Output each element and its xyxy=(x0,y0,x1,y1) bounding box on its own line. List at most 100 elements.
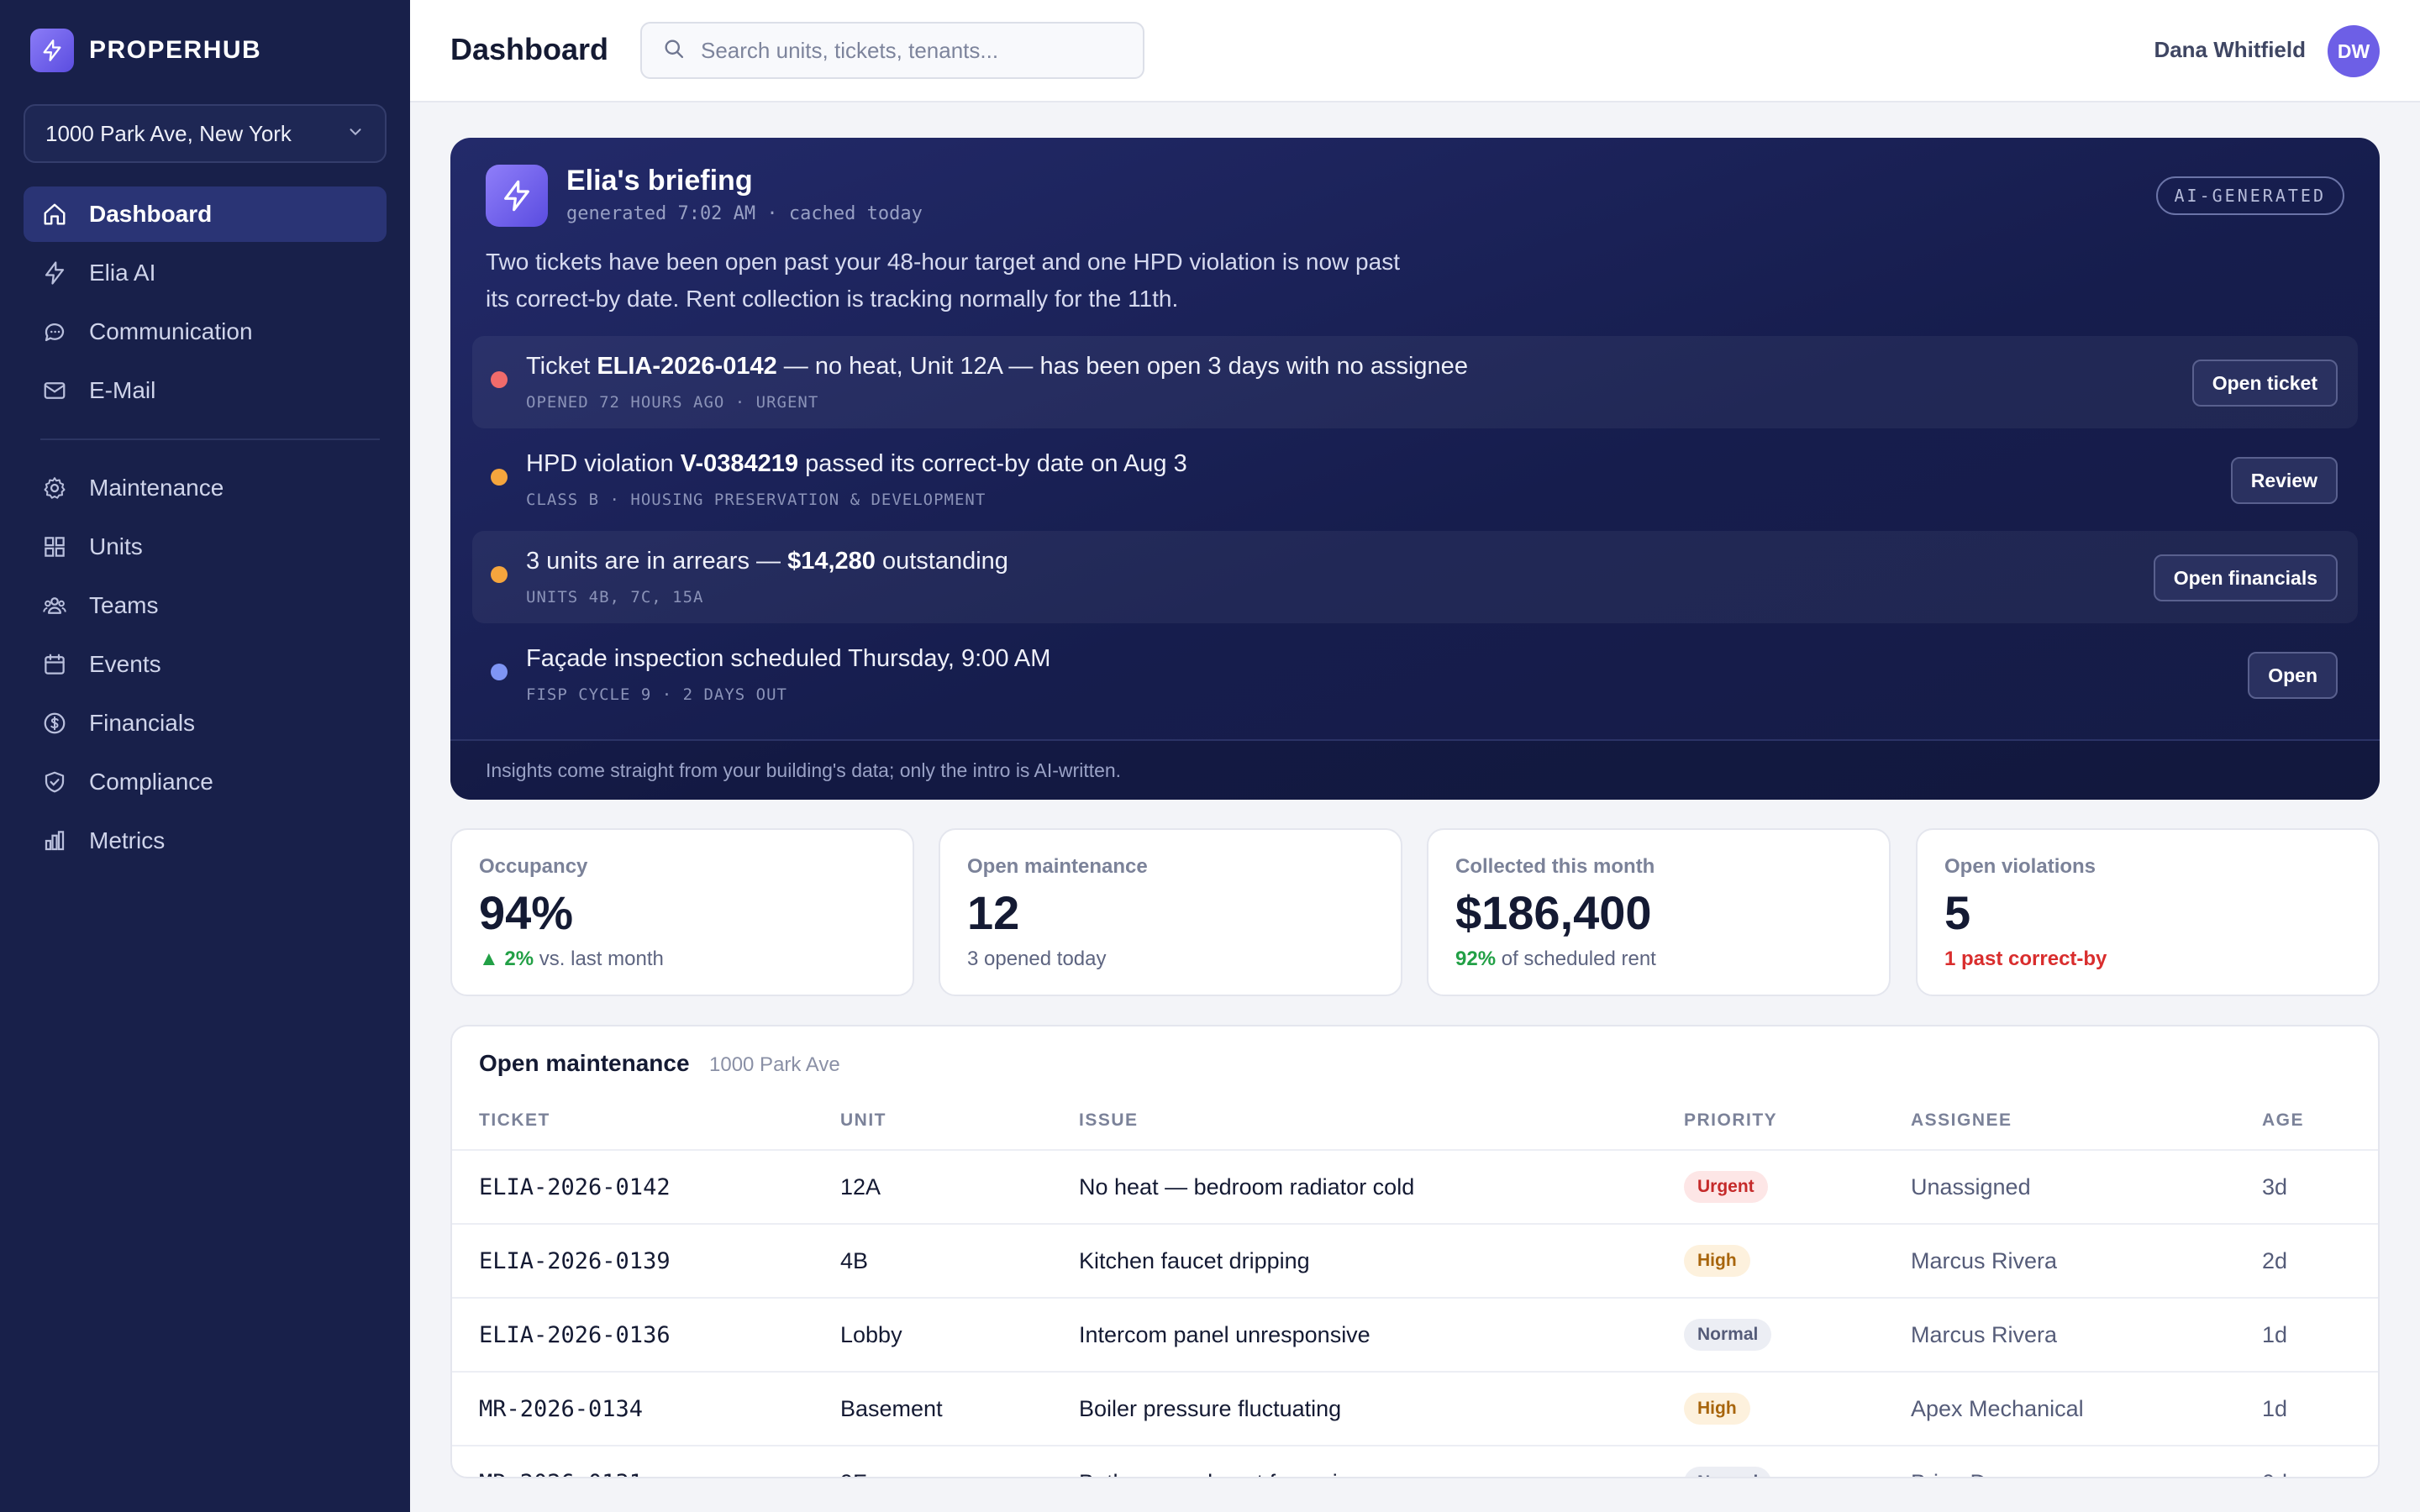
ticket-id[interactable]: MR-2026-0131 xyxy=(479,1470,643,1477)
stat-value: 5 xyxy=(1944,886,1971,939)
nav-label: Units xyxy=(89,533,143,559)
table-row[interactable]: MR-2026-0131 9F Bathroom exhaust fan noi… xyxy=(452,1445,2378,1477)
nav-item-communication[interactable]: Communication xyxy=(24,304,387,360)
nav-item-financials[interactable]: Financials xyxy=(24,696,387,751)
assignee-cell: Unassigned xyxy=(1911,1174,2031,1200)
home-icon xyxy=(40,200,69,228)
table-row[interactable]: ELIA-2026-0142 12A No heat — bedroom rad… xyxy=(452,1149,2378,1223)
insight-item: Façade inspection scheduled Thursday, 9:… xyxy=(472,628,2358,721)
column-header-issue[interactable]: ISSUE xyxy=(1079,1110,1139,1130)
team-icon xyxy=(40,591,69,620)
assignee-cell: Marcus Rivera xyxy=(1911,1248,2058,1273)
ticket-id[interactable]: ELIA-2026-0142 xyxy=(479,1174,671,1200)
insight-meta: OPENED 72 HOURS AGO · URGENT xyxy=(526,393,819,412)
table-row[interactable]: ELIA-2026-0136 Lobby Intercom panel unre… xyxy=(452,1297,2378,1371)
issue-cell: Boiler pressure fluctuating xyxy=(1079,1396,1342,1421)
nav-item-compliance[interactable]: Compliance xyxy=(24,754,387,810)
priority-badge: High xyxy=(1684,1245,1750,1277)
property-select[interactable]: 1000 Park Ave, New York xyxy=(24,104,387,163)
column-header-priority[interactable]: PRIORITY xyxy=(1684,1110,1778,1130)
stat-note: 92% of scheduled rent xyxy=(1455,948,1656,970)
table-row[interactable]: MR-2026-0134 Basement Boiler pressure fl… xyxy=(452,1371,2378,1445)
unit-cell: Lobby xyxy=(840,1322,902,1347)
age-cell: 1d xyxy=(2262,1396,2288,1421)
briefing-title: Elia's briefing xyxy=(566,165,753,197)
assignee-cell: Brian Dorsey xyxy=(1911,1470,2042,1477)
priority-badge: Urgent xyxy=(1684,1171,1768,1203)
user-name[interactable]: Dana Whitfield xyxy=(2154,37,2306,62)
bolt-icon xyxy=(40,259,69,287)
insight-text: Façade inspection scheduled Thursday, 9:… xyxy=(526,645,1051,672)
shield-icon xyxy=(40,768,69,796)
insight-item: 3 units are in arrears — $14,280 outstan… xyxy=(472,531,2358,623)
stat-value: 94% xyxy=(479,886,574,939)
unit-cell: 12A xyxy=(840,1174,881,1200)
bolt-icon xyxy=(486,165,548,227)
maintenance-table-card: Open maintenance 1000 Park Ave TICKET UN… xyxy=(450,1025,2380,1478)
age-cell: 0d xyxy=(2262,1470,2287,1477)
ticket-id[interactable]: ELIA-2026-0139 xyxy=(479,1248,671,1274)
avatar[interactable]: DW xyxy=(2328,25,2380,77)
ticket-id[interactable]: ELIA-2026-0136 xyxy=(479,1322,671,1348)
nav-item-metrics[interactable]: Metrics xyxy=(24,813,387,869)
gear-icon xyxy=(40,474,69,502)
nav-item-dashboard[interactable]: Dashboard xyxy=(24,186,387,242)
nav-item-email[interactable]: E-Mail xyxy=(24,363,387,418)
status-dot xyxy=(491,469,508,486)
issue-cell: Bathroom exhaust fan noisy xyxy=(1079,1470,1360,1477)
table-title: Open maintenance xyxy=(479,1050,690,1076)
open-button[interactable]: Open xyxy=(2248,652,2338,699)
nav-item-events[interactable]: Events xyxy=(24,637,387,692)
nav-label: E-Mail xyxy=(89,377,156,403)
age-cell: 3d xyxy=(2262,1174,2288,1200)
age-cell: 1d xyxy=(2262,1322,2288,1347)
page-title: Dashboard xyxy=(450,32,609,66)
nav-label: Metrics xyxy=(89,827,166,853)
insight-item: HPD violation V-0384219 passed its corre… xyxy=(472,433,2358,526)
open-ticket-button[interactable]: Open ticket xyxy=(2191,360,2338,407)
chevron-down-icon xyxy=(346,121,365,147)
brand[interactable]: PROPERHUB xyxy=(30,29,261,72)
nav-item-units[interactable]: Units xyxy=(24,519,387,575)
bar-chart-icon xyxy=(40,827,69,855)
age-cell: 2d xyxy=(2262,1248,2288,1273)
issue-cell: Kitchen faucet dripping xyxy=(1079,1248,1310,1273)
column-header-unit[interactable]: UNIT xyxy=(840,1110,886,1130)
column-header-assignee[interactable]: ASSIGNEE xyxy=(1911,1110,2012,1130)
open-financials-button[interactable]: Open financials xyxy=(2153,554,2338,601)
nav-item-elia-ai[interactable]: Elia AI xyxy=(24,245,387,301)
issue-cell: No heat — bedroom radiator cold xyxy=(1079,1174,1415,1200)
stat-label: Collected this month xyxy=(1455,855,1655,878)
chat-icon xyxy=(40,318,69,346)
nav-label: Communication xyxy=(89,318,253,344)
nav-label: Compliance xyxy=(89,769,213,795)
column-header-ticket[interactable]: TICKET xyxy=(479,1110,550,1130)
search-input[interactable] xyxy=(701,37,1138,64)
stat-card-violations: Open violations 5 1 past correct-by xyxy=(1916,828,2380,996)
review-button[interactable]: Review xyxy=(2230,457,2338,504)
insight-text: 3 units are in arrears — $14,280 outstan… xyxy=(526,548,1008,575)
ticket-id[interactable]: MR-2026-0134 xyxy=(479,1396,644,1422)
nav-label: Maintenance xyxy=(89,475,224,501)
insight-meta: UNITS 4B, 7C, 15A xyxy=(526,588,704,606)
stat-note: 3 opened today xyxy=(967,948,1107,970)
nav-label: Teams xyxy=(89,592,159,618)
grid-icon xyxy=(40,533,69,561)
unit-cell: 9F xyxy=(840,1470,867,1477)
priority-badge: Normal xyxy=(1684,1467,1772,1477)
nav-item-maintenance[interactable]: Maintenance xyxy=(24,460,387,516)
property-select-value: 1000 Park Ave, New York xyxy=(45,120,292,146)
table-row[interactable]: ELIA-2026-0139 4B Kitchen faucet drippin… xyxy=(452,1223,2378,1297)
search-box[interactable] xyxy=(640,22,1144,79)
stat-value: 12 xyxy=(967,886,1020,939)
status-dot xyxy=(491,566,508,583)
insight-meta: FISP CYCLE 9 · 2 DAYS OUT xyxy=(526,685,787,704)
priority-badge: Normal xyxy=(1684,1319,1772,1351)
top-bar: Dashboard Dana Whitfield DW xyxy=(410,0,2420,102)
assignee-cell: Marcus Rivera xyxy=(1911,1322,2058,1347)
nav-label: Elia AI xyxy=(89,260,156,286)
nav-label: Dashboard xyxy=(89,201,213,227)
stat-note: 1 past correct-by xyxy=(1944,948,2107,970)
column-header-age[interactable]: AGE xyxy=(2262,1110,2305,1130)
nav-item-teams[interactable]: Teams xyxy=(24,578,387,633)
